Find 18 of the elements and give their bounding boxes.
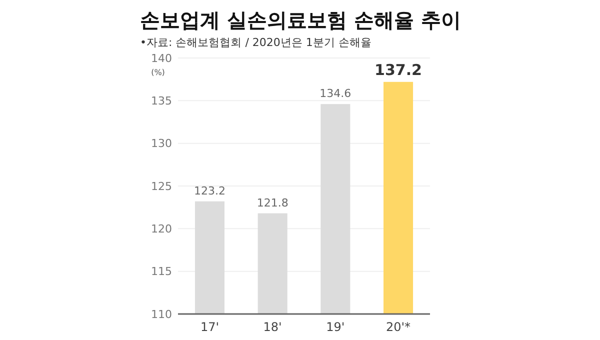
y-tick-label: 115	[151, 265, 172, 278]
y-axis-title: (%)	[151, 68, 165, 77]
y-tick-label: 130	[151, 137, 172, 150]
x-tick-label: 18'	[263, 320, 282, 334]
y-tick-label: 110	[151, 308, 172, 321]
y-tick-label: 140	[151, 52, 172, 65]
y-tick-label: 120	[151, 222, 172, 236]
data-label: 121.8	[256, 196, 288, 210]
x-tick-label: 17'	[200, 320, 220, 334]
data-label: 134.6	[320, 87, 352, 100]
data-label: 137.2	[374, 60, 422, 79]
chart-title: 손보업계 실손의료보험 손해율 추이	[140, 8, 461, 32]
y-tick-label: 125	[151, 180, 172, 193]
y-tick-label: 135	[151, 94, 172, 108]
chart-subtitle: •자료: 손해보험협회 / 2020년은 1분기 손해율	[140, 36, 372, 49]
x-tick-label: 19'	[326, 320, 345, 334]
x-tick-label: 20'*	[386, 320, 411, 334]
data-label: 123.2	[194, 184, 226, 198]
